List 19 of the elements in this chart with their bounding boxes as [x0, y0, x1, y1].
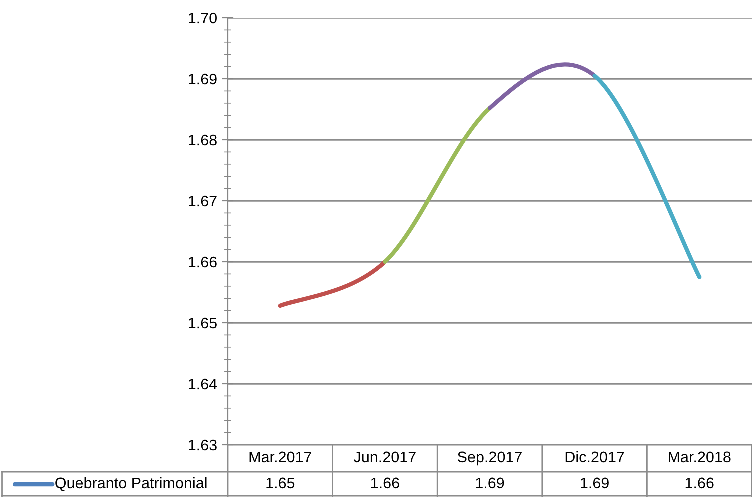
y-tick-label: 1.65	[189, 318, 217, 329]
x-tick-label: Dic.2017	[566, 451, 624, 463]
y-tick-label: 1.63	[189, 440, 217, 451]
legend-label: Quebranto Patrimonial	[56, 477, 207, 492]
y-tick-label: 1.67	[189, 196, 217, 207]
text: 1.66	[372, 478, 400, 489]
y-tick-label: 1.66	[189, 256, 217, 268]
x-tick-label: Sep.2017	[458, 452, 522, 466]
y-tick-label: 1.64	[189, 378, 218, 390]
y-tick-label: 1.68	[189, 134, 217, 146]
text: 1.69	[476, 478, 504, 489]
text: 1.66	[686, 478, 714, 489]
y-tick-label: 1.69	[189, 74, 217, 85]
x-tick-label: Mar.2017	[250, 452, 312, 463]
text: 1.69	[581, 478, 609, 489]
y-tick-label: 1.70	[189, 12, 217, 24]
x-tick-label: Jun.2017	[354, 452, 416, 463]
text: 1.65	[266, 478, 295, 489]
x-tick-label: Mar.2018	[669, 452, 731, 463]
